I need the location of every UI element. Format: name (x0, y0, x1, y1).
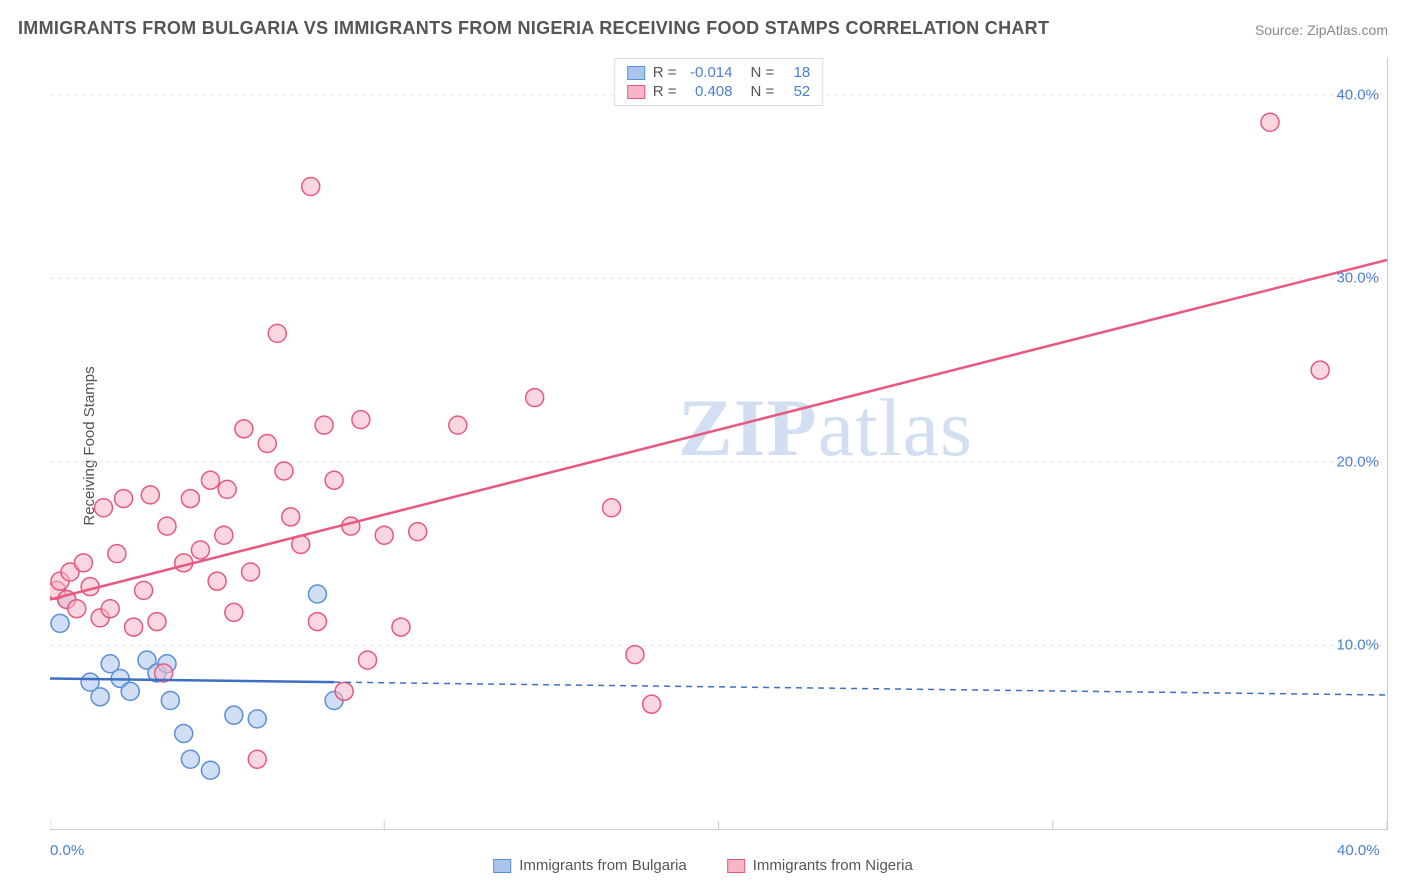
scatter-point (1311, 361, 1329, 379)
x-tick-label: 0.0% (50, 842, 84, 859)
scatter-point (51, 614, 69, 632)
scatter-point (248, 750, 266, 768)
scatter-point (626, 646, 644, 664)
scatter-point (101, 600, 119, 618)
scatter-point (135, 581, 153, 599)
scatter-point (449, 416, 467, 434)
scatter-point (242, 563, 260, 581)
scatter-point (392, 618, 410, 636)
x-axis-legend: Immigrants from Bulgaria Immigrants from … (493, 857, 913, 874)
scatter-point (158, 517, 176, 535)
chart-title: IMMIGRANTS FROM BULGARIA VS IMMIGRANTS F… (18, 18, 1049, 39)
scatter-point (125, 618, 143, 636)
scatter-point (268, 324, 286, 342)
legend-item: Immigrants from Nigeria (727, 857, 913, 874)
scatter-point (308, 613, 326, 631)
scatter-point (68, 600, 86, 618)
plot-svg (50, 58, 1387, 829)
scatter-point (325, 471, 343, 489)
legend-swatch (627, 85, 645, 99)
scatter-point (175, 725, 193, 743)
scatter-point (181, 490, 199, 508)
n-value: 52 (782, 83, 810, 100)
scatter-point (121, 682, 139, 700)
scatter-point (335, 682, 353, 700)
scatter-point (91, 688, 109, 706)
scatter-point (1261, 113, 1279, 131)
scatter-point (282, 508, 300, 526)
r-value: -0.014 (685, 64, 733, 81)
y-tick-label: 10.0% (1336, 637, 1379, 654)
n-label: N = (751, 64, 775, 81)
scatter-point (308, 585, 326, 603)
scatter-point (94, 499, 112, 517)
scatter-point (275, 462, 293, 480)
plot-area: ZIPatlas R =-0.014N =18R =0.408N =52 10.… (50, 58, 1388, 830)
scatter-point (181, 750, 199, 768)
scatter-point (643, 695, 661, 713)
legend-swatch (727, 859, 745, 873)
scatter-point (115, 490, 133, 508)
scatter-point (108, 545, 126, 563)
legend-label: Immigrants from Bulgaria (519, 857, 687, 874)
scatter-point (208, 572, 226, 590)
scatter-point (191, 541, 209, 559)
trend-extrap (334, 682, 1387, 695)
source-label: Source: ZipAtlas.com (1255, 22, 1388, 38)
scatter-point (352, 411, 370, 429)
stat-row: R = 0.408 N = 52 (627, 82, 811, 101)
scatter-point (225, 603, 243, 621)
y-tick-label: 40.0% (1336, 86, 1379, 103)
stat-row: R = -0.014 N = 18 (627, 63, 811, 82)
scatter-point (258, 435, 276, 453)
scatter-point (215, 526, 233, 544)
y-tick-label: 30.0% (1336, 270, 1379, 287)
scatter-point (359, 651, 377, 669)
legend-label: Immigrants from Nigeria (753, 857, 913, 874)
scatter-point (225, 706, 243, 724)
r-label: R = (653, 83, 677, 100)
r-value: 0.408 (685, 83, 733, 100)
scatter-point (148, 613, 166, 631)
r-label: R = (653, 64, 677, 81)
legend-swatch (627, 66, 645, 80)
scatter-point (201, 761, 219, 779)
scatter-point (315, 416, 333, 434)
scatter-point (74, 554, 92, 572)
scatter-point (218, 480, 236, 498)
legend-item: Immigrants from Bulgaria (493, 857, 687, 874)
x-tick-label: 40.0% (1337, 842, 1380, 859)
n-value: 18 (782, 64, 810, 81)
scatter-point (302, 178, 320, 196)
scatter-point (409, 523, 427, 541)
y-tick-label: 20.0% (1336, 453, 1379, 470)
scatter-point (603, 499, 621, 517)
scatter-point (201, 471, 219, 489)
scatter-point (235, 420, 253, 438)
scatter-point (375, 526, 393, 544)
scatter-point (248, 710, 266, 728)
stat-panel: R = -0.014 N = 18 R = 0.408 N = 52 (614, 58, 824, 106)
legend-swatch (493, 859, 511, 873)
scatter-point (141, 486, 159, 504)
scatter-point (161, 692, 179, 710)
scatter-point (342, 517, 360, 535)
scatter-point (526, 389, 544, 407)
n-label: N = (751, 83, 775, 100)
